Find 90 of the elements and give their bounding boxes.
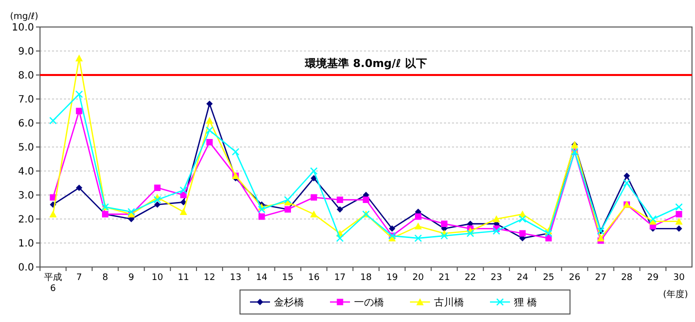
- legend-label: 金杉橋: [274, 296, 304, 308]
- y-tick-label: 7.0: [18, 94, 34, 106]
- x-tick-label: 17: [334, 273, 346, 283]
- point: [336, 206, 344, 213]
- point: [75, 54, 83, 62]
- x-tick-label: 16: [308, 273, 320, 283]
- point: [388, 225, 396, 232]
- point: [75, 90, 83, 98]
- point: [336, 234, 344, 242]
- point: [414, 222, 422, 230]
- x-tick-label: 27: [594, 273, 606, 283]
- point: [675, 203, 683, 211]
- x-tick-label: 平成 6: [44, 272, 62, 294]
- legend-label: 古川橋: [434, 296, 464, 308]
- x-tick-label: 21: [438, 273, 450, 283]
- point: [154, 201, 161, 208]
- x-tick-label: 30: [673, 273, 685, 283]
- point: [676, 211, 682, 218]
- x-axis-title: (年度): [662, 289, 688, 300]
- point: [206, 126, 214, 134]
- point: [49, 116, 57, 124]
- x-tick-label: 26: [568, 273, 581, 283]
- point: [597, 234, 604, 242]
- x-tick-label: 11: [178, 273, 190, 283]
- point: [310, 210, 318, 218]
- point: [154, 196, 162, 204]
- ref-line-label: 環境基準 8.0mg/ℓ 以下: [304, 57, 427, 70]
- y-tick-label: 5.0: [18, 142, 34, 154]
- point: [414, 234, 422, 242]
- x-tick-label: 28: [621, 273, 633, 283]
- x-tick-label: 12: [204, 273, 216, 283]
- point: [180, 208, 188, 215]
- y-axis-title: (mg/ℓ): [10, 12, 38, 22]
- y-tick-label: 2.0: [18, 214, 34, 226]
- x-tick-label: 18: [360, 273, 372, 283]
- point: [49, 210, 57, 218]
- point: [180, 186, 188, 194]
- point: [623, 179, 631, 187]
- point: [310, 167, 318, 175]
- point: [492, 227, 500, 235]
- point: [675, 218, 683, 225]
- legend-label: 一の橋: [354, 296, 384, 308]
- point: [76, 184, 82, 191]
- point: [284, 196, 292, 204]
- x-tick-label: 19: [386, 273, 398, 283]
- y-tick-label: 10.0: [12, 22, 34, 34]
- x-tick-label: 10: [152, 273, 164, 283]
- point: [258, 213, 265, 220]
- x-tick-label: 9: [128, 273, 134, 283]
- x-tick-label: 24: [516, 273, 528, 283]
- x-tick-label: 13: [230, 273, 242, 283]
- x-tick-label: 15: [282, 273, 294, 283]
- y-tick-label: 1.0: [18, 238, 34, 250]
- point: [440, 232, 448, 240]
- point: [518, 215, 526, 223]
- point: [232, 148, 240, 156]
- point: [154, 184, 161, 191]
- point: [492, 215, 500, 222]
- point: [336, 196, 344, 203]
- point: [466, 230, 474, 238]
- point: [414, 213, 422, 220]
- point: [676, 225, 682, 232]
- y-tick-label: 0.0: [18, 262, 34, 274]
- point: [127, 208, 136, 216]
- x-tick-label: 8: [102, 273, 108, 283]
- y-tick-label: 6.0: [18, 118, 34, 130]
- x-tick-label: 7: [76, 273, 82, 283]
- point: [362, 196, 370, 203]
- y-tick-label: 9.0: [18, 46, 34, 58]
- y-tick-label: 4.0: [18, 166, 34, 178]
- point: [206, 116, 214, 124]
- point: [206, 139, 213, 146]
- x-tick-label: 14: [256, 273, 268, 283]
- x-tick-label: 22: [464, 273, 476, 283]
- point: [206, 100, 213, 107]
- point: [649, 215, 657, 223]
- point: [258, 206, 266, 214]
- x-tick-label: 23: [490, 273, 502, 283]
- point: [519, 230, 526, 237]
- x-tick-label: 25: [542, 273, 554, 283]
- x-tick-label: 29: [647, 273, 659, 283]
- point: [76, 108, 82, 114]
- point: [624, 172, 630, 179]
- point: [441, 220, 448, 227]
- legend-label: 狸 橋: [514, 296, 538, 308]
- point: [310, 175, 318, 182]
- y-tick-label: 3.0: [18, 190, 34, 202]
- y-tick-label: 8.0: [18, 70, 34, 82]
- point: [310, 194, 318, 201]
- x-tick-label: 20: [412, 273, 424, 283]
